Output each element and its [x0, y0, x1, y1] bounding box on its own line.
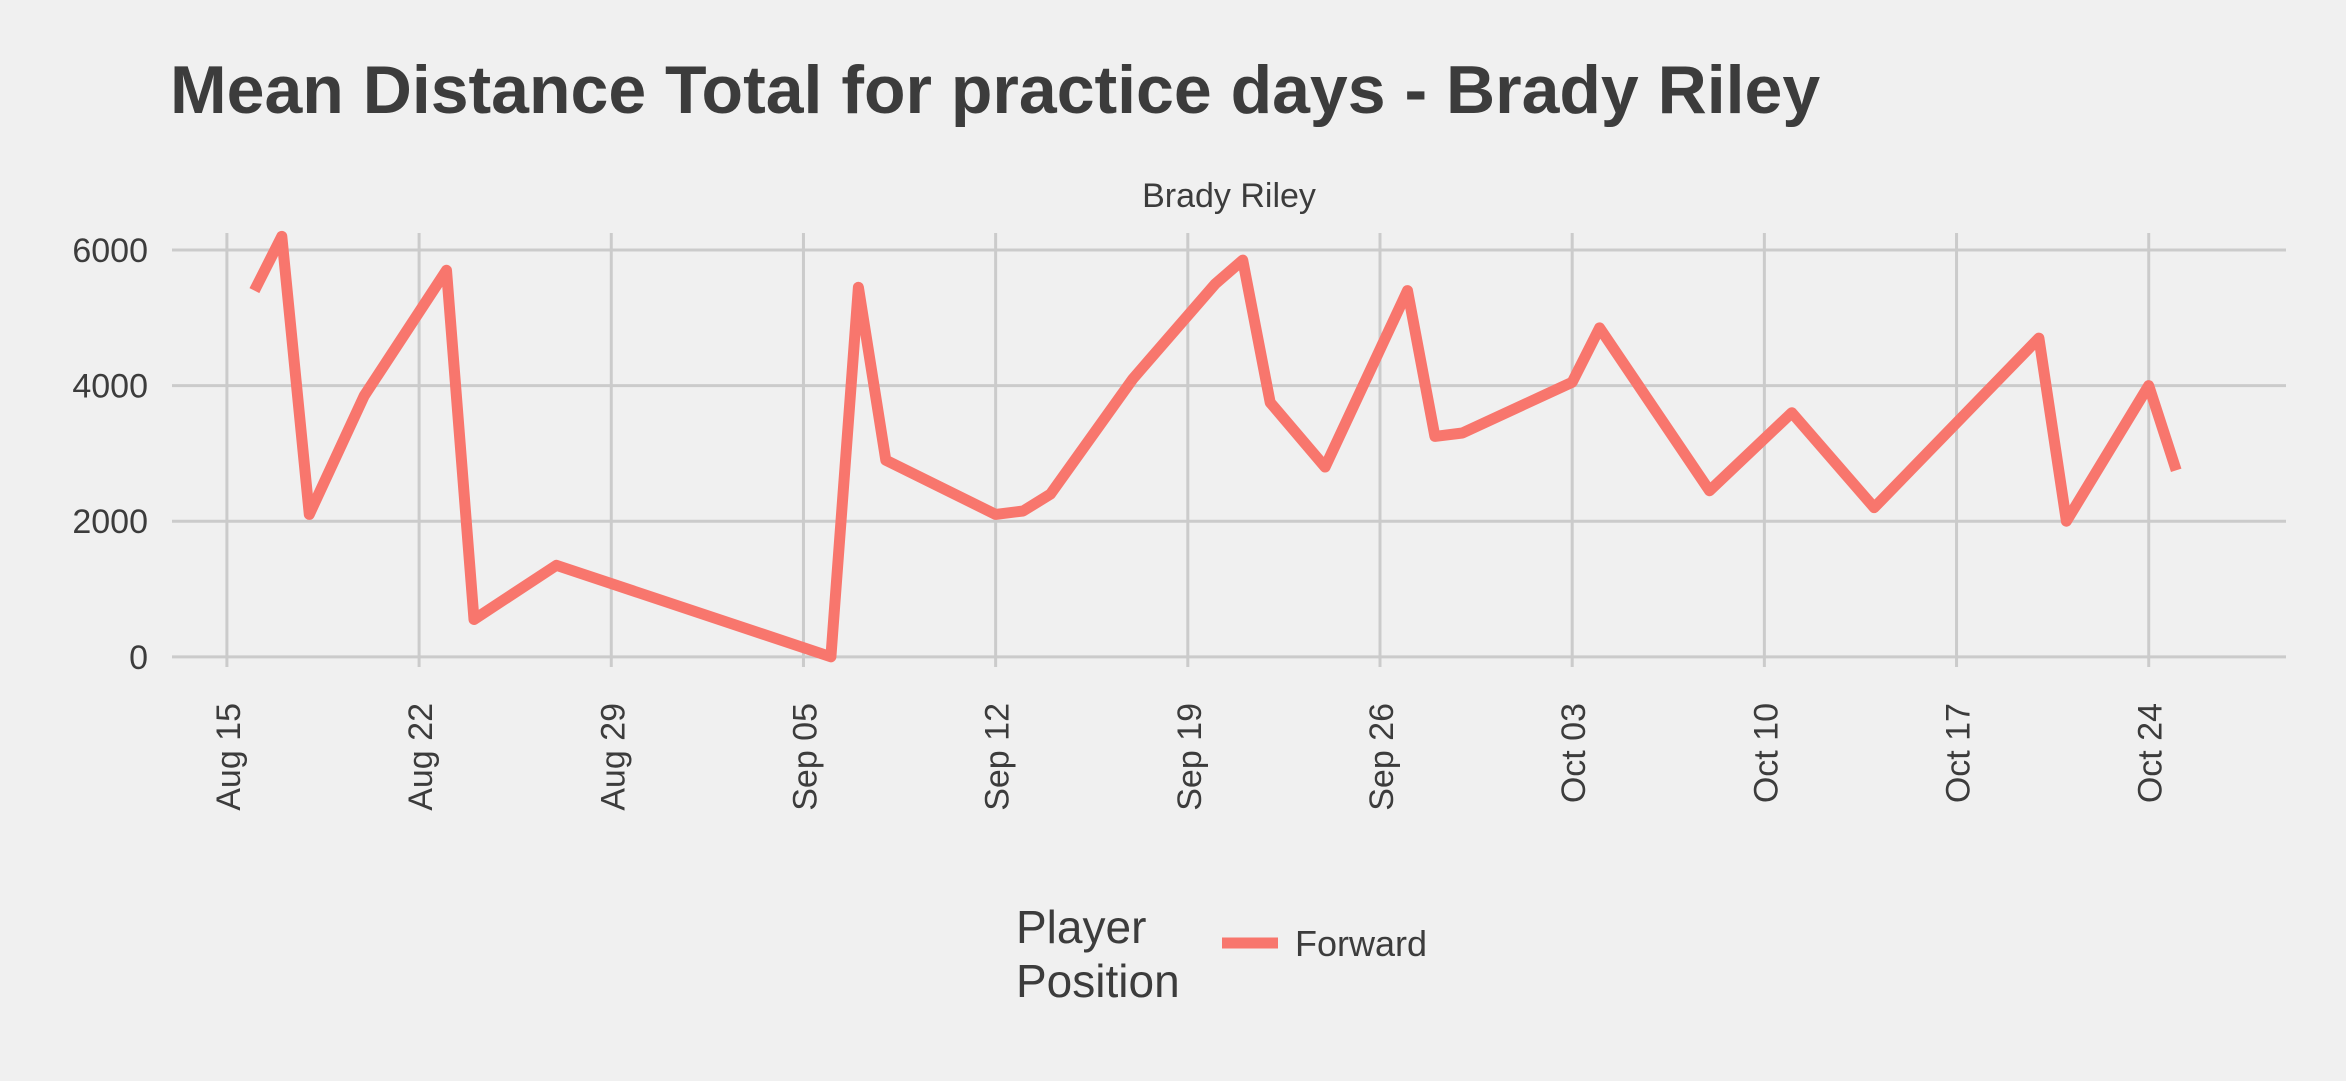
series-line-forward	[249, 230, 2182, 663]
series-lines	[249, 230, 2182, 663]
x-tick-label-10: Oct 24	[2132, 703, 2170, 803]
x-tick-label-1: Aug 22	[402, 703, 440, 811]
y-tick-label-1: 2000	[72, 503, 148, 541]
y-tick-label-2: 4000	[72, 368, 148, 406]
x-tick-label-5: Sep 19	[1171, 703, 1209, 811]
x-tick-label-0: Aug 15	[210, 703, 248, 811]
legend-title-line-2: Position	[1016, 955, 1180, 1007]
chart-title: Mean Distance Total for practice days - …	[170, 52, 1820, 128]
x-tick-label-9: Oct 17	[1940, 703, 1978, 803]
x-tick-label-8: Oct 10	[1747, 703, 1785, 803]
x-tick-label-4: Sep 12	[979, 703, 1017, 811]
y-tick-label-3: 6000	[72, 232, 148, 270]
plot-area: 0 2000 4000 6000 Aug 15 Aug 22 Aug 29 Sep 05 Se…	[72, 230, 2286, 811]
y-tick-label-0: 0	[129, 639, 148, 677]
x-axis-tick-labels: Aug 15 Aug 22 Aug 29 Sep 05 Sep 12 Sep 19 Sep …	[210, 703, 2170, 811]
legend: Player Position Forward	[1016, 901, 1427, 1007]
x-tick-label-3: Sep 05	[786, 703, 824, 811]
legend-label-forward: Forward	[1295, 923, 1427, 964]
x-tick-label-7: Oct 03	[1555, 703, 1593, 803]
facet-strip-label: Brady Riley	[1142, 177, 1316, 215]
x-tick-label-2: Aug 29	[594, 703, 632, 811]
y-gridlines	[172, 248, 2286, 659]
x-tick-label-6: Sep 26	[1363, 703, 1401, 811]
legend-title-line-1: Player	[1016, 901, 1146, 953]
y-axis-tick-labels: 0 2000 4000 6000	[72, 232, 148, 677]
